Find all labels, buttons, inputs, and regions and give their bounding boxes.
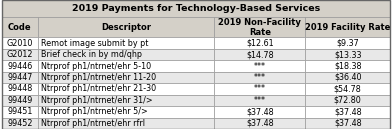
Text: 2019 Payments for Technology-Based Services: 2019 Payments for Technology-Based Servi… — [72, 4, 320, 13]
Text: 99447: 99447 — [7, 73, 33, 82]
Bar — [2, 118, 38, 129]
Bar — [2, 83, 38, 95]
Text: ***: *** — [254, 96, 266, 105]
Bar — [2, 17, 38, 37]
Bar — [305, 118, 390, 129]
Bar — [2, 37, 38, 49]
Text: G2010: G2010 — [7, 39, 33, 48]
Text: Ntrprof ph1/ntrnet/ehr 11-20: Ntrprof ph1/ntrnet/ehr 11-20 — [41, 73, 156, 82]
Text: $13.33: $13.33 — [334, 50, 361, 59]
Text: 99446: 99446 — [7, 62, 33, 71]
Bar — [2, 106, 38, 118]
Text: $9.37: $9.37 — [336, 39, 359, 48]
Text: $12.61: $12.61 — [246, 39, 274, 48]
Bar — [38, 37, 214, 49]
Text: $72.80: $72.80 — [334, 96, 361, 105]
Text: Remot image submit by pt: Remot image submit by pt — [41, 39, 148, 48]
Bar — [2, 72, 38, 83]
Text: 2019 Non-Facility
Rate: 2019 Non-Facility Rate — [218, 18, 301, 37]
Bar — [2, 95, 38, 106]
Text: $37.48: $37.48 — [334, 107, 361, 116]
Text: 2019 Facility Rate: 2019 Facility Rate — [305, 23, 390, 32]
Bar — [305, 83, 390, 95]
Bar — [38, 106, 214, 118]
Bar — [38, 49, 214, 60]
Text: $18.38: $18.38 — [334, 62, 361, 71]
Text: $37.48: $37.48 — [246, 107, 274, 116]
Text: Code: Code — [8, 23, 32, 32]
Text: 99452: 99452 — [7, 119, 33, 128]
Bar — [305, 17, 390, 37]
Bar — [305, 106, 390, 118]
Text: Ntrprof ph1/ntrnet/ehr 31/>: Ntrprof ph1/ntrnet/ehr 31/> — [41, 96, 152, 105]
Text: 99449: 99449 — [7, 96, 33, 105]
Text: Ntrprof ph1/ntrnet/ehr 5-10: Ntrprof ph1/ntrnet/ehr 5-10 — [41, 62, 151, 71]
Text: $37.48: $37.48 — [246, 119, 274, 128]
Text: Ntrprof ph1/ntrnet/ehr rfrl: Ntrprof ph1/ntrnet/ehr rfrl — [41, 119, 145, 128]
Bar — [38, 60, 214, 72]
Bar — [305, 95, 390, 106]
Bar — [38, 72, 214, 83]
Bar — [214, 83, 305, 95]
Bar — [2, 60, 38, 72]
Bar — [38, 17, 214, 37]
Text: Ntrprof ph1/ntrnet/ehr 5/>: Ntrprof ph1/ntrnet/ehr 5/> — [41, 107, 147, 116]
Text: 99448: 99448 — [7, 84, 33, 93]
Bar — [2, 49, 38, 60]
Bar — [214, 60, 305, 72]
Text: G2012: G2012 — [7, 50, 33, 59]
Text: ***: *** — [254, 73, 266, 82]
Bar — [38, 118, 214, 129]
Bar — [214, 118, 305, 129]
Text: ***: *** — [254, 62, 266, 71]
Text: $37.48: $37.48 — [334, 119, 361, 128]
Bar — [214, 95, 305, 106]
Bar — [214, 37, 305, 49]
Bar — [214, 106, 305, 118]
Bar — [305, 37, 390, 49]
Text: ***: *** — [254, 84, 266, 93]
Bar — [38, 83, 214, 95]
Text: $36.40: $36.40 — [334, 73, 361, 82]
Bar — [214, 49, 305, 60]
Bar — [38, 95, 214, 106]
Bar — [305, 49, 390, 60]
Bar — [214, 17, 305, 37]
Text: $54.78: $54.78 — [334, 84, 361, 93]
Text: Descriptor: Descriptor — [101, 23, 151, 32]
Bar — [214, 72, 305, 83]
Text: 99451: 99451 — [7, 107, 33, 116]
Text: Brief check in by md/qhp: Brief check in by md/qhp — [41, 50, 142, 59]
Bar — [2, 0, 390, 17]
Bar — [305, 60, 390, 72]
Bar — [305, 72, 390, 83]
Text: $14.78: $14.78 — [246, 50, 274, 59]
Text: Ntrprof ph1/ntrnet/ehr 21-30: Ntrprof ph1/ntrnet/ehr 21-30 — [41, 84, 156, 93]
